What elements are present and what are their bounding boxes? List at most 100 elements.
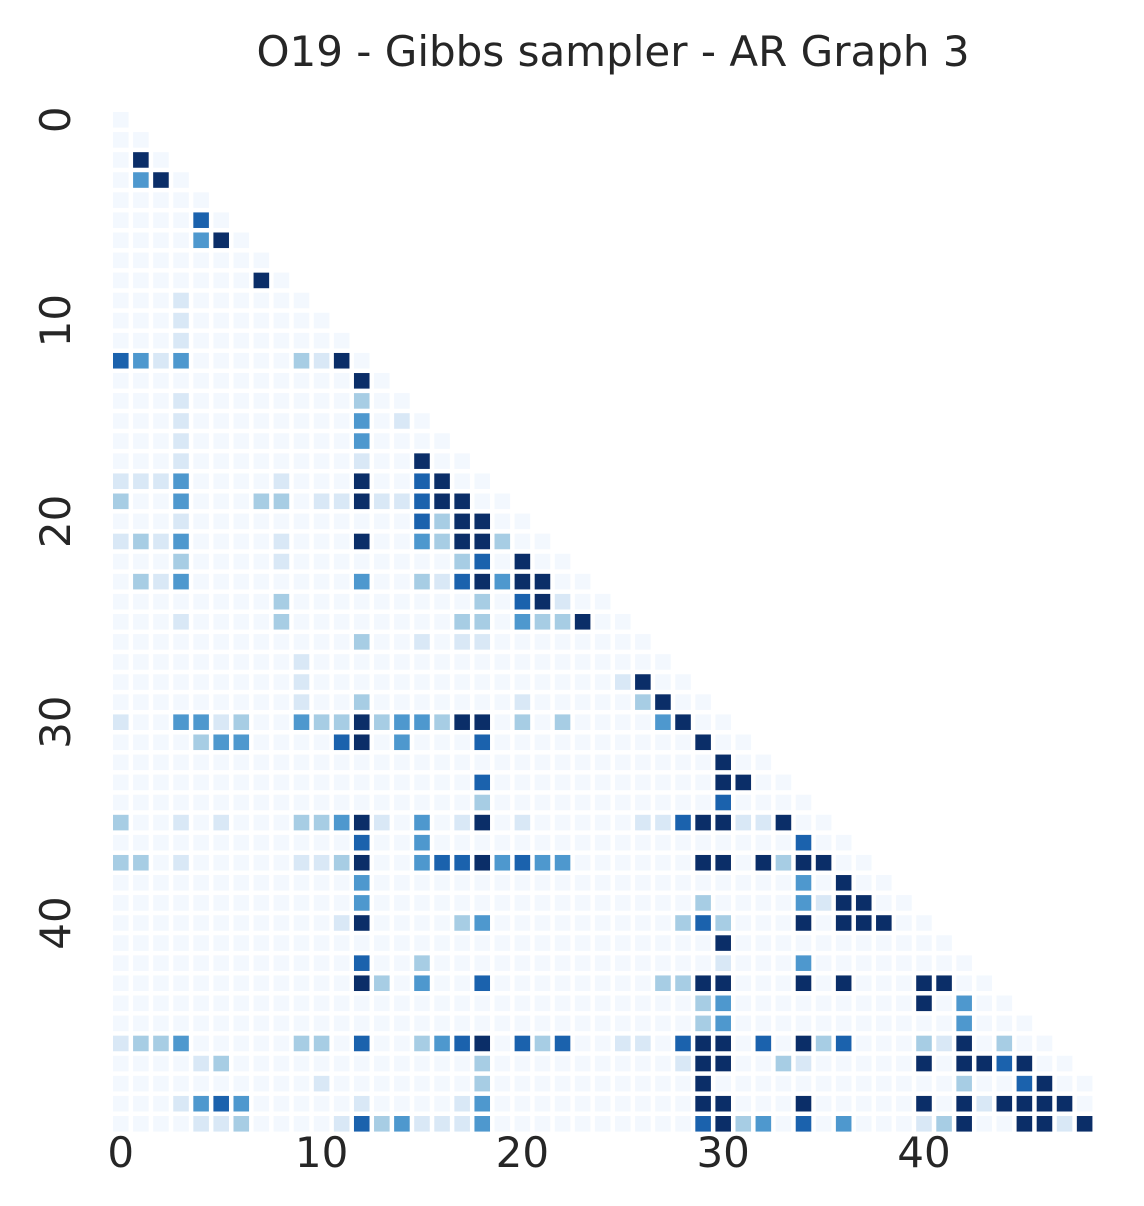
- heatmap-cell: [1056, 1055, 1073, 1072]
- heatmap-cell: [454, 875, 470, 891]
- heatmap-cell: [494, 593, 511, 610]
- heatmap-cell: [675, 915, 691, 931]
- heatmap-cell: [353, 453, 370, 469]
- heatmap-cell: [133, 1035, 149, 1052]
- heatmap-cell: [635, 915, 651, 931]
- heatmap-cell: [996, 1075, 1013, 1092]
- heatmap-cell: [675, 1116, 691, 1132]
- heatmap-cell: [876, 1116, 892, 1132]
- heatmap-cell: [233, 433, 250, 449]
- heatmap-cell: [474, 955, 491, 971]
- heatmap-cell: [414, 573, 430, 590]
- heatmap-cell: [474, 513, 491, 530]
- heatmap-cell: [374, 1015, 390, 1032]
- heatmap-cell: [213, 332, 229, 349]
- heatmap-cell: [735, 794, 752, 811]
- heatmap-cell: [313, 1035, 330, 1052]
- heatmap-cell: [474, 634, 491, 650]
- heatmap-cell: [153, 272, 169, 289]
- heatmap-cell: [133, 192, 149, 208]
- heatmap-cell: [434, 1075, 450, 1092]
- heatmap-cell: [133, 915, 149, 931]
- heatmap-cell: [333, 794, 350, 811]
- heatmap-cell: [253, 875, 270, 891]
- heatmap-cell: [193, 694, 209, 710]
- heatmap-cell: [133, 774, 149, 791]
- heatmap-cell: [153, 854, 169, 871]
- heatmap-cell: [474, 1015, 491, 1032]
- heatmap-cell: [855, 995, 872, 1012]
- heatmap-cell: [333, 332, 350, 349]
- heatmap-cell: [273, 272, 290, 289]
- heatmap-cell: [675, 995, 691, 1012]
- heatmap-cell: [173, 573, 189, 590]
- heatmap-cell: [534, 1035, 551, 1052]
- heatmap-cell: [133, 393, 149, 409]
- heatmap-cell: [635, 1015, 651, 1032]
- heatmap-cell: [876, 1055, 892, 1072]
- heatmap-cell: [353, 1015, 370, 1032]
- heatmap-cell: [193, 614, 209, 630]
- heatmap-cell: [374, 814, 390, 831]
- heatmap-cell: [313, 834, 330, 851]
- heatmap-cell: [193, 1015, 209, 1032]
- heatmap-cell: [353, 533, 370, 550]
- heatmap-cell: [153, 674, 169, 690]
- heatmap-cell: [333, 1116, 350, 1132]
- heatmap-cell: [1056, 1095, 1073, 1112]
- heatmap-cell: [313, 433, 330, 449]
- heatmap-cell: [936, 955, 952, 971]
- heatmap-cell: [715, 714, 731, 730]
- heatmap-cell: [394, 995, 410, 1012]
- heatmap-cell: [173, 1055, 189, 1072]
- heatmap-cell: [735, 1015, 752, 1032]
- heatmap-cell: [514, 674, 531, 690]
- heatmap-cell: [494, 674, 511, 690]
- heatmap-cell: [855, 854, 872, 871]
- heatmap-cell: [153, 473, 169, 490]
- heatmap-cell: [253, 674, 270, 690]
- heatmap-cell: [394, 453, 410, 469]
- heatmap-cell: [153, 875, 169, 891]
- heatmap-cell: [293, 573, 310, 590]
- heatmap-cell: [594, 614, 611, 630]
- heatmap-cell: [253, 252, 270, 269]
- heatmap-cell: [494, 834, 511, 851]
- heatmap-cell: [374, 955, 390, 971]
- heatmap-cell: [735, 1075, 752, 1092]
- heatmap-cell: [574, 814, 591, 831]
- heatmap-cell: [775, 995, 792, 1012]
- heatmap-cell: [253, 493, 270, 510]
- heatmap-cell: [494, 714, 511, 730]
- heatmap-cell: [353, 774, 370, 791]
- heatmap-cell: [795, 1075, 812, 1092]
- x-tick-label: 40: [897, 1128, 950, 1177]
- heatmap-cell: [153, 493, 169, 510]
- heatmap-cell: [113, 172, 129, 188]
- heatmap-cell: [534, 995, 551, 1012]
- heatmap-cell: [293, 292, 310, 309]
- heatmap-cell: [956, 1015, 972, 1032]
- heatmap-cell: [394, 393, 410, 409]
- heatmap-cell: [153, 995, 169, 1012]
- heatmap-cell: [293, 393, 310, 409]
- heatmap-cell: [454, 955, 470, 971]
- heatmap-cell: [153, 714, 169, 730]
- heatmap-cell: [554, 1035, 571, 1052]
- heatmap-cell: [173, 674, 189, 690]
- heatmap-cell: [956, 1055, 972, 1072]
- heatmap-cell: [594, 593, 611, 610]
- heatmap-cell: [574, 935, 591, 951]
- heatmap-cell: [394, 754, 410, 771]
- heatmap-cell: [594, 794, 611, 811]
- heatmap-cell: [173, 292, 189, 309]
- heatmap-cell: [554, 593, 571, 610]
- heatmap-cell: [534, 593, 551, 610]
- heatmap-cell: [715, 734, 731, 751]
- heatmap-cell: [855, 875, 872, 891]
- heatmap-cell: [474, 1116, 491, 1132]
- heatmap-cell: [273, 1055, 290, 1072]
- heatmap-cell: [394, 1116, 410, 1132]
- heatmap-cell: [313, 654, 330, 670]
- heatmap-cell: [474, 754, 491, 771]
